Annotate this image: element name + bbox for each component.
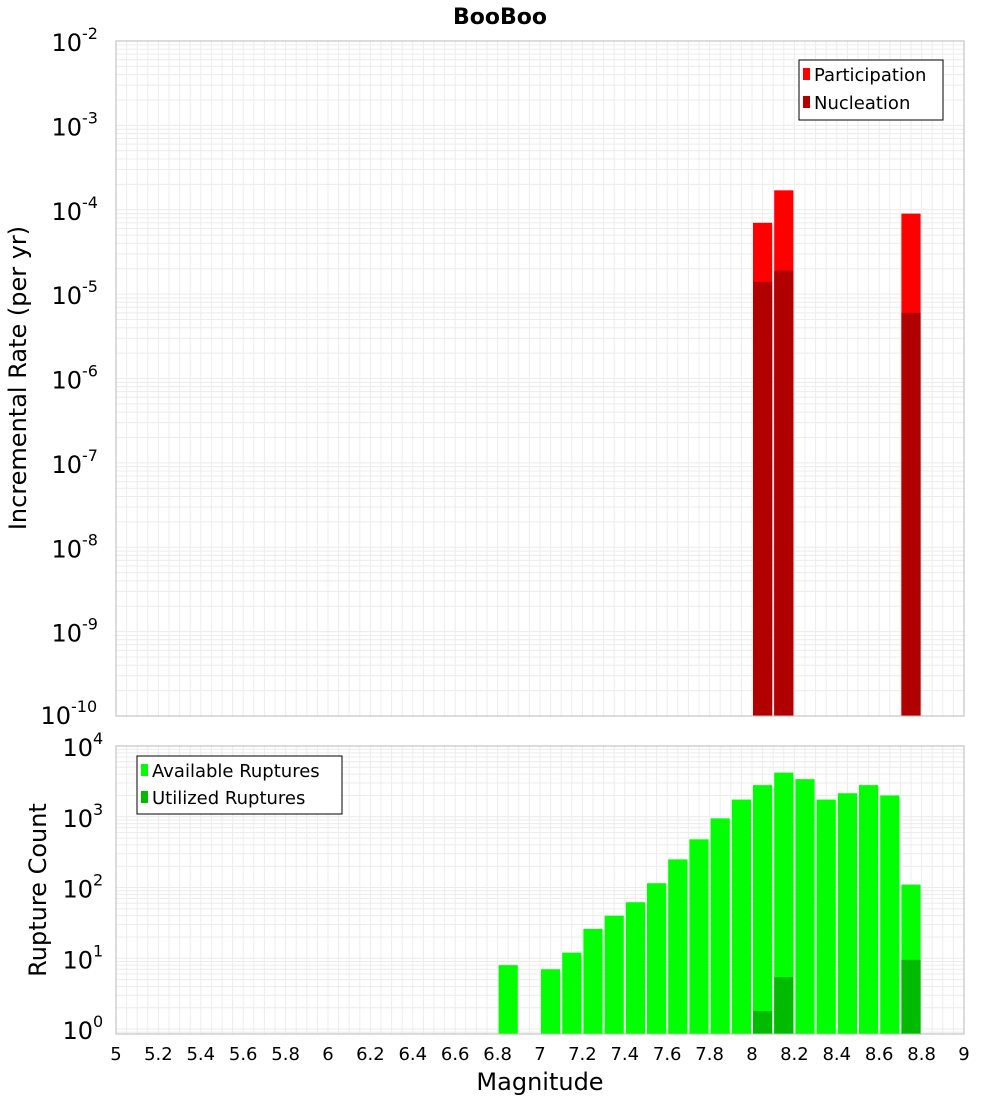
top-legend-swatch	[803, 68, 810, 80]
bottom-bar-series1	[562, 952, 582, 1034]
bottom-legend-swatch	[141, 764, 148, 776]
x-tick-label: 7	[534, 1044, 545, 1065]
top-y-tick-exponent: -5	[82, 277, 98, 296]
top-y-tick-exponent: -4	[82, 193, 98, 212]
top-y-tick-exponent: -9	[82, 615, 98, 634]
x-tick-label: 7.8	[695, 1044, 724, 1065]
bottom-y-tick-exponent: 1	[93, 941, 103, 960]
top-y-tick-label: 10	[51, 535, 82, 563]
bottom-bar-series1	[795, 779, 815, 1034]
chart-title: BooBoo	[453, 5, 547, 30]
x-tick-label: 8.6	[865, 1044, 894, 1065]
top-y-tick-exponent: -8	[82, 530, 98, 549]
bottom-y-tick-label: 10	[62, 805, 93, 833]
bottom-bar-series1	[859, 785, 879, 1034]
x-tick-label: 7.6	[653, 1044, 682, 1065]
bottom-bar-series2	[753, 1010, 773, 1034]
top-plot-frame	[115, 40, 965, 717]
top-y-tick-label: 10	[51, 620, 82, 648]
bottom-y-tick-label: 10	[62, 734, 93, 762]
x-tick-label: 8.2	[780, 1044, 809, 1065]
bottom-y-tick-exponent: 3	[93, 800, 103, 819]
x-tick-label: 6.8	[483, 1044, 512, 1065]
bottom-y-axis-label: Rupture Count	[24, 803, 52, 977]
bottom-bar-series1	[498, 965, 518, 1034]
x-tick-label: 6.2	[356, 1044, 385, 1065]
bottom-bar-series1	[731, 799, 751, 1034]
bottom-bar-series1	[604, 915, 624, 1034]
bottom-legend-label: Available Ruptures	[152, 761, 320, 782]
top-legend-box	[798, 59, 944, 121]
bottom-bar-series1	[837, 793, 857, 1034]
x-tick-label: 8.8	[907, 1044, 936, 1065]
top-y-tick-label: 10	[51, 451, 82, 479]
bottom-plot-frame	[115, 745, 965, 1035]
bottom-bar-series1	[880, 795, 900, 1034]
x-tick-label: 7.4	[610, 1044, 639, 1065]
x-tick-label: 9	[958, 1044, 969, 1065]
bottom-bar-series1	[625, 902, 645, 1034]
x-tick-label: 5.6	[229, 1044, 258, 1065]
bottom-y-tick-exponent: 4	[93, 729, 103, 748]
x-tick-label: 6	[322, 1044, 333, 1065]
top-y-tick-label: 10	[51, 113, 82, 141]
top-bar-series2	[901, 312, 921, 716]
bottom-bar-series1	[753, 785, 773, 1034]
bottom-bar-series2	[901, 959, 921, 1034]
bottom-legend-box	[136, 755, 343, 815]
top-y-tick-label: 10	[51, 282, 82, 310]
bottom-y-tick-label: 10	[62, 1017, 93, 1045]
x-tick-label: 6.6	[441, 1044, 470, 1065]
top-y-tick-label: 10	[40, 702, 71, 730]
bottom-bar-series1	[541, 969, 561, 1034]
top-y-tick-label: 10	[51, 198, 82, 226]
x-tick-label: 6.4	[398, 1044, 427, 1065]
top-y-tick-label: 10	[51, 367, 82, 395]
bottom-bar-series1	[647, 883, 667, 1034]
top-y-tick-label: 10	[51, 29, 82, 57]
x-axis-label: Magnitude	[476, 1068, 603, 1096]
top-bar-series2	[753, 281, 773, 716]
x-tick-label: 5.8	[271, 1044, 300, 1065]
bottom-bar-series2	[774, 977, 794, 1034]
bottom-y-tick-exponent: 0	[93, 1012, 103, 1031]
top-legend-swatch	[803, 96, 810, 108]
x-tick-label: 8	[746, 1044, 757, 1065]
top-y-tick-exponent: -2	[82, 24, 98, 43]
bottom-bar-series1	[816, 799, 836, 1034]
top-y-tick-exponent: -6	[82, 362, 98, 381]
top-y-tick-exponent: -7	[82, 446, 98, 465]
bottom-bar-series1	[774, 772, 794, 1034]
top-legend-label: Participation	[814, 65, 926, 86]
bottom-legend-swatch	[141, 791, 148, 803]
bottom-bar-series1	[668, 859, 688, 1034]
bottom-bar-series1	[689, 839, 709, 1034]
top-y-axis-label: Incremental Rate (per yr)	[4, 226, 32, 530]
x-tick-label: 5	[110, 1044, 121, 1065]
top-y-tick-exponent: -3	[82, 108, 98, 127]
x-tick-label: 5.2	[144, 1044, 173, 1065]
bottom-bar-series1	[583, 928, 603, 1034]
bottom-bar-series1	[710, 818, 730, 1034]
bottom-y-tick-label: 10	[62, 946, 93, 974]
bottom-y-tick-label: 10	[62, 876, 93, 904]
x-tick-label: 5.4	[186, 1044, 215, 1065]
top-y-tick-exponent: -10	[71, 697, 97, 716]
x-tick-label: 8.4	[822, 1044, 851, 1065]
top-legend-label: Nucleation	[814, 93, 910, 114]
top-bar-series2	[774, 270, 794, 716]
x-tick-label: 7.2	[568, 1044, 597, 1065]
bottom-legend-label: Utilized Ruptures	[152, 788, 305, 809]
bottom-y-tick-exponent: 2	[93, 871, 103, 890]
bottom-plot-area: 10 010 110 210 310 45 5.2 5.4 5.6 5.8 6 6.2 6.4 6.6 6.…	[62, 729, 969, 1065]
